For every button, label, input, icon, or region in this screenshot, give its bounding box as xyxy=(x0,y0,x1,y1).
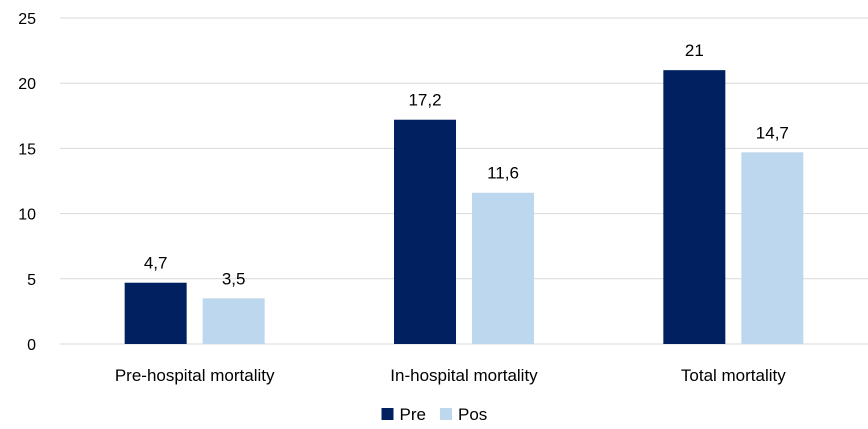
legend-label-pre: Pre xyxy=(400,405,426,424)
category-label-1: Pre-hospital mortality xyxy=(115,366,275,385)
x-axis-category-labels: Pre-hospital mortality In-hospital mortal… xyxy=(115,366,786,385)
y-tick-label: 20 xyxy=(18,76,36,93)
legend-swatch-pos xyxy=(440,408,452,420)
y-tick-label: 5 xyxy=(27,272,36,289)
bar-pre-3 xyxy=(663,70,726,344)
y-tick-label: 0 xyxy=(27,337,36,354)
data-labels: 4,7 3,5 17,2 11,6 21 14,7 xyxy=(144,41,789,288)
data-label-pre-1: 4,7 xyxy=(144,254,168,273)
bar-series xyxy=(124,70,804,344)
legend: Pre Pos xyxy=(381,405,487,424)
y-tick-label: 10 xyxy=(18,207,36,224)
bar-pre-2 xyxy=(394,119,456,344)
y-axis-tick-labels: 0 5 10 15 20 25 xyxy=(18,11,36,354)
data-label-pre-2: 17,2 xyxy=(408,91,441,110)
data-label-pre-3: 21 xyxy=(685,41,704,60)
y-tick-label: 15 xyxy=(18,141,36,158)
y-tick-label: 25 xyxy=(18,11,36,28)
category-label-3: Total mortality xyxy=(681,366,786,385)
bar-pos-1 xyxy=(202,298,265,344)
legend-swatch-pre xyxy=(381,408,394,420)
category-label-2: In-hospital mortality xyxy=(390,366,538,385)
bar-pos-2 xyxy=(472,192,534,344)
bar-pre-1 xyxy=(124,282,187,344)
gridlines xyxy=(60,17,868,345)
data-label-pos-2: 11,6 xyxy=(487,164,519,183)
legend-label-pos: Pos xyxy=(458,405,487,424)
data-label-pos-3: 14,7 xyxy=(756,123,789,142)
bar-pos-3 xyxy=(741,152,804,344)
data-label-pos-1: 3,5 xyxy=(222,269,246,288)
